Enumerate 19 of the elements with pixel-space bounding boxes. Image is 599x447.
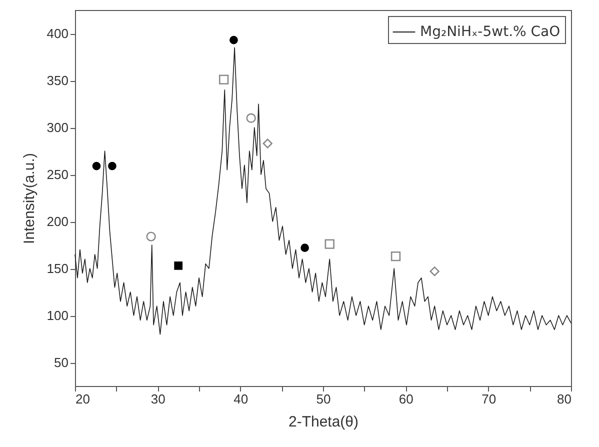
y-tick-label: 250: [46, 167, 68, 182]
x-tick-label: 20: [76, 392, 90, 406]
x-tick-label: 80: [557, 392, 572, 406]
y-tick-label: 200: [46, 214, 68, 229]
x-tick-label: 40: [234, 392, 248, 406]
y-axis-title: Intensity(a.u.): [20, 153, 38, 244]
x-tick-label: 30: [150, 392, 166, 406]
line-series: [74, 47, 572, 335]
y-tick-label: 300: [46, 120, 68, 135]
legend-label: Mg₂NiHₓ-5wt.% CaO: [420, 24, 560, 40]
x-tick-label: 70: [482, 392, 496, 406]
y-tick-label: 150: [46, 261, 68, 276]
y-tick-label: 350: [46, 73, 68, 88]
y-tick-label: 50: [54, 355, 68, 370]
x-tick-label: 60: [398, 392, 414, 406]
x-tick-label: 50: [316, 392, 331, 406]
y-tick-label: 100: [46, 308, 68, 323]
y-tick-label: 400: [46, 26, 68, 41]
x-axis-title: 2-Theta(θ): [288, 414, 359, 430]
